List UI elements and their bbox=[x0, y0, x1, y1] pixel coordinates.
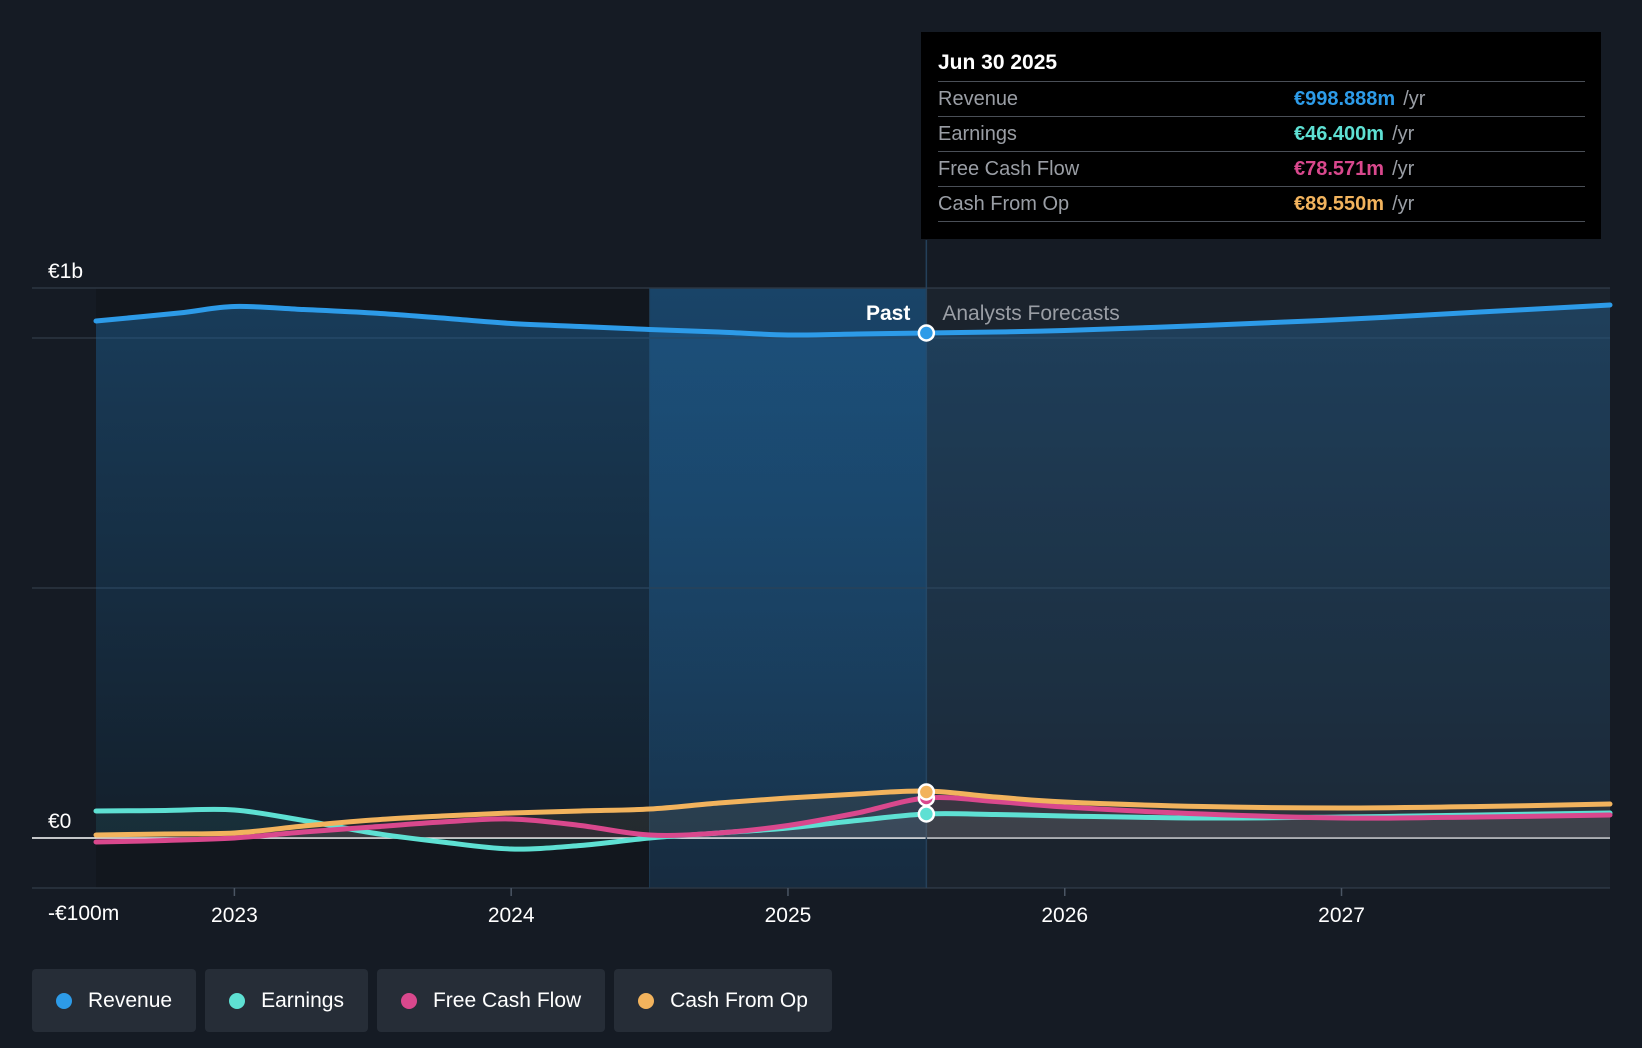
legend-label: Cash From Op bbox=[670, 988, 808, 1012]
legend-item-revenue[interactable]: Revenue bbox=[32, 969, 197, 1032]
tooltip-unit: /yr bbox=[1403, 87, 1426, 110]
x-tick-label: 2024 bbox=[488, 904, 535, 927]
tooltip-unit: /yr bbox=[1392, 157, 1415, 180]
y-axis-label: -€100m bbox=[48, 902, 119, 925]
series-line-cash-from-op bbox=[93, 788, 1613, 838]
legend-item-earnings[interactable]: Earnings bbox=[205, 969, 368, 1032]
forecast-label: Analysts Forecasts bbox=[942, 302, 1119, 325]
legend-label: Earnings bbox=[261, 988, 344, 1012]
legend-dot-icon bbox=[229, 992, 246, 1009]
x-tick-label: 2027 bbox=[1318, 904, 1365, 927]
tooltip-value: €998.888m bbox=[1294, 87, 1396, 110]
tooltip-label: Cash From Op bbox=[938, 192, 1070, 215]
tooltip-unit: /yr bbox=[1392, 122, 1415, 145]
legend-item-cash-from-op[interactable]: Cash From Op bbox=[614, 969, 832, 1032]
series-line-revenue bbox=[93, 302, 1613, 338]
marker-revenue bbox=[917, 324, 936, 342]
revenue-area bbox=[96, 305, 1610, 838]
legend-dot-icon bbox=[400, 992, 417, 1009]
y-axis-label: €1b bbox=[48, 260, 83, 283]
tooltip-row-cash-from-op: Cash From Op €89.550m /yr bbox=[938, 186, 1585, 222]
x-tick-label: 2025 bbox=[765, 904, 812, 927]
series-line-free-cash-flow bbox=[93, 795, 1613, 845]
legend: Revenue Earnings Free Cash Flow Cash Fro… bbox=[32, 969, 832, 1032]
tooltip-row-earnings: Earnings €46.400m /yr bbox=[938, 116, 1585, 151]
marker-earnings bbox=[917, 805, 936, 823]
tooltip-unit: /yr bbox=[1392, 192, 1415, 215]
legend-item-free-cash-flow[interactable]: Free Cash Flow bbox=[376, 969, 606, 1032]
x-tick-label: 2026 bbox=[1041, 904, 1088, 927]
x-tick-label: 2023 bbox=[211, 904, 258, 927]
legend-dot-icon bbox=[56, 992, 72, 1009]
tooltip-date: Jun 30 2025 bbox=[938, 51, 1058, 74]
forecast-region bbox=[926, 288, 1610, 888]
tooltip-value: €78.571m bbox=[1294, 157, 1385, 180]
legend-label: Revenue bbox=[88, 988, 173, 1012]
tooltip: Jun 30 2025 Revenue €998.888m /yr Earnin… bbox=[921, 32, 1601, 239]
tooltip-label: Revenue bbox=[938, 87, 1019, 110]
legend-dot-icon bbox=[638, 992, 655, 1009]
tooltip-value: €46.400m bbox=[1294, 122, 1385, 145]
past-label: Past bbox=[866, 302, 910, 325]
y-axis-label: €0 bbox=[48, 810, 71, 833]
marker-cash-from-op bbox=[917, 783, 936, 801]
tooltip-label: Free Cash Flow bbox=[938, 157, 1080, 180]
tooltip-label: Earnings bbox=[938, 122, 1017, 145]
tooltip-value: €89.550m bbox=[1294, 192, 1385, 215]
tooltip-row-free-cash-flow: Free Cash Flow €78.571m /yr bbox=[938, 151, 1585, 186]
legend-label: Free Cash Flow bbox=[432, 988, 582, 1012]
tooltip-row-revenue: Revenue €998.888m /yr bbox=[938, 81, 1585, 116]
